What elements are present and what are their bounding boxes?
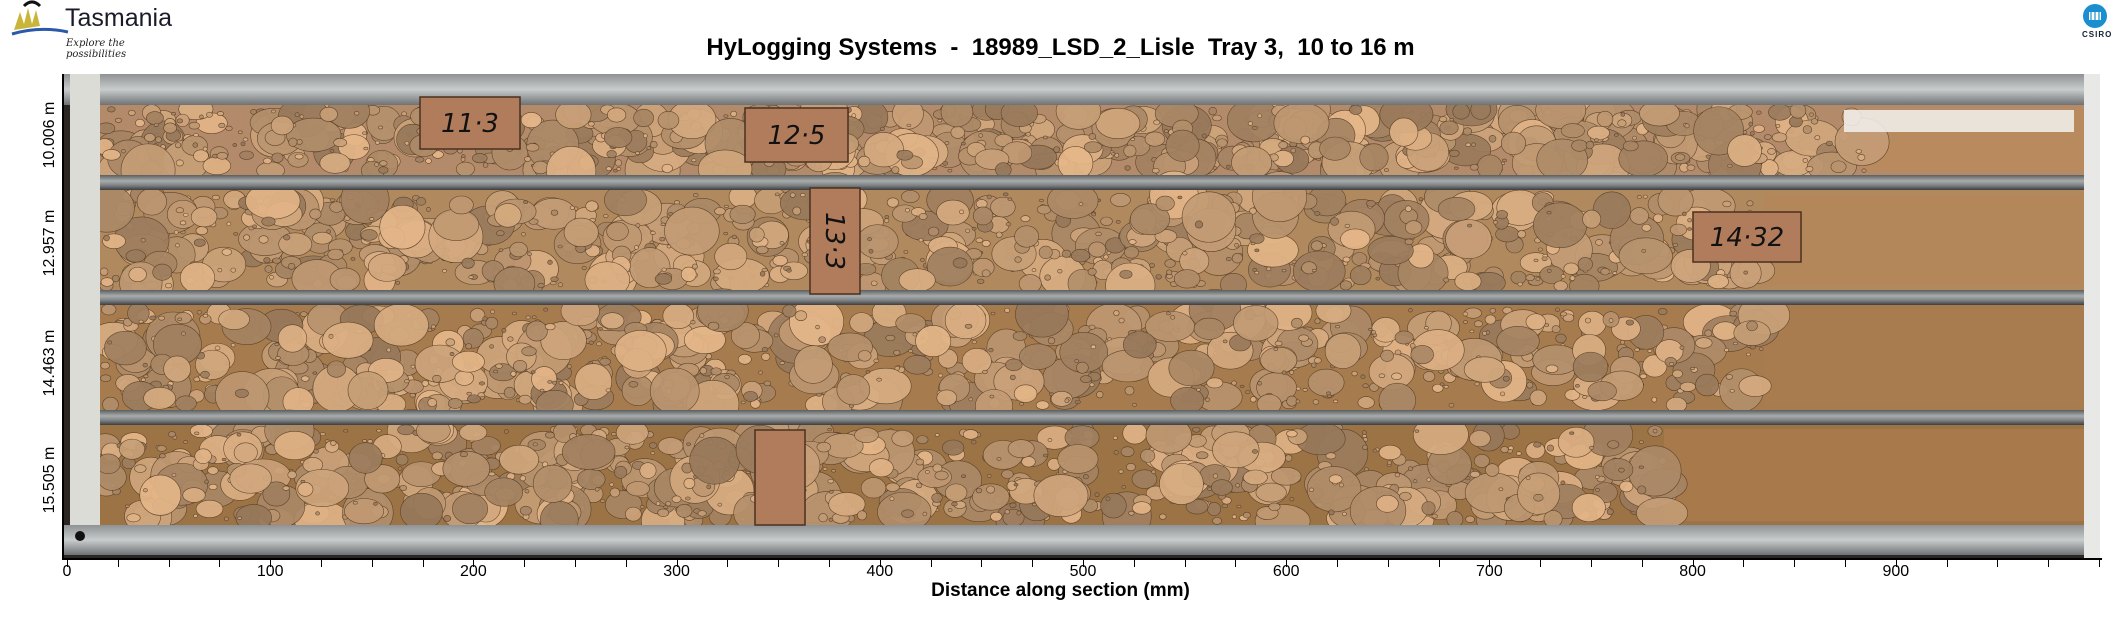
- tray-divider: [84, 175, 2084, 190]
- row-depth-label: 14.463 m: [41, 329, 58, 397]
- x-tick: [1235, 560, 1237, 567]
- x-tick: [371, 560, 373, 567]
- x-tick: [1184, 560, 1186, 567]
- x-tick: [1946, 560, 1948, 567]
- depth-marker-text: 13·3: [819, 212, 849, 270]
- x-tick: [676, 560, 678, 567]
- depth-marker-text: 11·3: [441, 109, 499, 139]
- tray-end-block: [70, 74, 100, 525]
- x-tick: [930, 560, 932, 567]
- x-tick: [168, 560, 170, 567]
- x-tick-label: 500: [1069, 563, 1097, 580]
- csiro-text: CSIRO: [2082, 30, 2113, 39]
- x-tick: [1794, 560, 1796, 567]
- depth-marker-block: [419, 96, 521, 150]
- x-tick: [879, 560, 881, 567]
- depth-marker-block: [744, 107, 849, 163]
- x-tick: [1641, 560, 1643, 567]
- depth-marker-block: [809, 187, 861, 295]
- x-tick: [1591, 560, 1592, 567]
- y-axis-line: [62, 74, 64, 560]
- tasmania-logo: Tasmania Explore the possibilities: [10, 0, 172, 60]
- x-tick: [117, 560, 119, 567]
- x-tick: [1337, 560, 1338, 567]
- x-tick: [981, 560, 983, 567]
- tray-bottom-rail: [64, 525, 2100, 555]
- figure-title: HyLogging Systems - 18989_LSD_2_Lisle Tr…: [706, 34, 1415, 61]
- x-tick-label: 700: [1476, 563, 1503, 580]
- x-tick-label: 100: [256, 563, 284, 580]
- x-tick: [1489, 560, 1491, 567]
- x-tick: [1845, 560, 1846, 567]
- row-depth-label: 15.505 m: [41, 446, 58, 514]
- x-tick: [270, 560, 272, 567]
- tray-divider: [84, 290, 2084, 305]
- x-tick: [67, 560, 68, 567]
- x-tick: [1083, 560, 1084, 567]
- x-tick-label: 600: [1272, 563, 1300, 580]
- x-tick: [1692, 560, 1694, 567]
- x-tick: [422, 560, 424, 567]
- x-tick: [524, 560, 526, 567]
- x-tick: [1438, 560, 1440, 567]
- depth-marker-block: [754, 429, 806, 526]
- x-axis-line: [62, 558, 2102, 560]
- x-tick-label: 900: [1882, 563, 1910, 580]
- x-axis-label: Distance along section (mm): [931, 580, 1190, 601]
- row-depth-label: 10.006 m: [41, 101, 58, 169]
- tray-top-rail: [64, 74, 2100, 105]
- x-tick: [1743, 560, 1745, 567]
- x-tick-label: 0: [62, 563, 72, 580]
- x-tick: [829, 560, 830, 567]
- x-tick: [1032, 560, 1034, 567]
- x-tick-label: 300: [663, 563, 690, 580]
- csiro-logo: [2080, 2, 2114, 42]
- core-tray-photo: 11·3 12·5 13·3 14·32: [64, 74, 2100, 559]
- row-depth-label: 12.957 m: [41, 209, 58, 277]
- x-tick: [1895, 560, 1897, 567]
- depth-marker-block: [1692, 211, 1802, 263]
- x-tick: [1540, 560, 1542, 567]
- depth-marker-text: 14·32: [1710, 223, 1784, 253]
- x-tick-label: 400: [866, 563, 894, 580]
- x-tick-label: 800: [1679, 563, 1706, 580]
- x-tick: [727, 560, 729, 567]
- depth-marker-text: 12·5: [768, 121, 826, 151]
- x-tick: [2099, 560, 2100, 567]
- x-tick: [778, 560, 780, 567]
- x-tick: [1286, 560, 1288, 567]
- x-tick-label: 200: [460, 563, 487, 580]
- x-tick: [625, 560, 627, 567]
- x-tick: [321, 560, 322, 567]
- x-tick: [2048, 560, 2050, 567]
- x-tick: [575, 560, 576, 567]
- tray-divider: [84, 410, 2084, 425]
- x-tick: [219, 560, 221, 567]
- x-tick: [473, 560, 475, 567]
- x-tick: [1387, 560, 1389, 567]
- x-tick: [1997, 560, 1999, 567]
- x-tick: [1133, 560, 1135, 567]
